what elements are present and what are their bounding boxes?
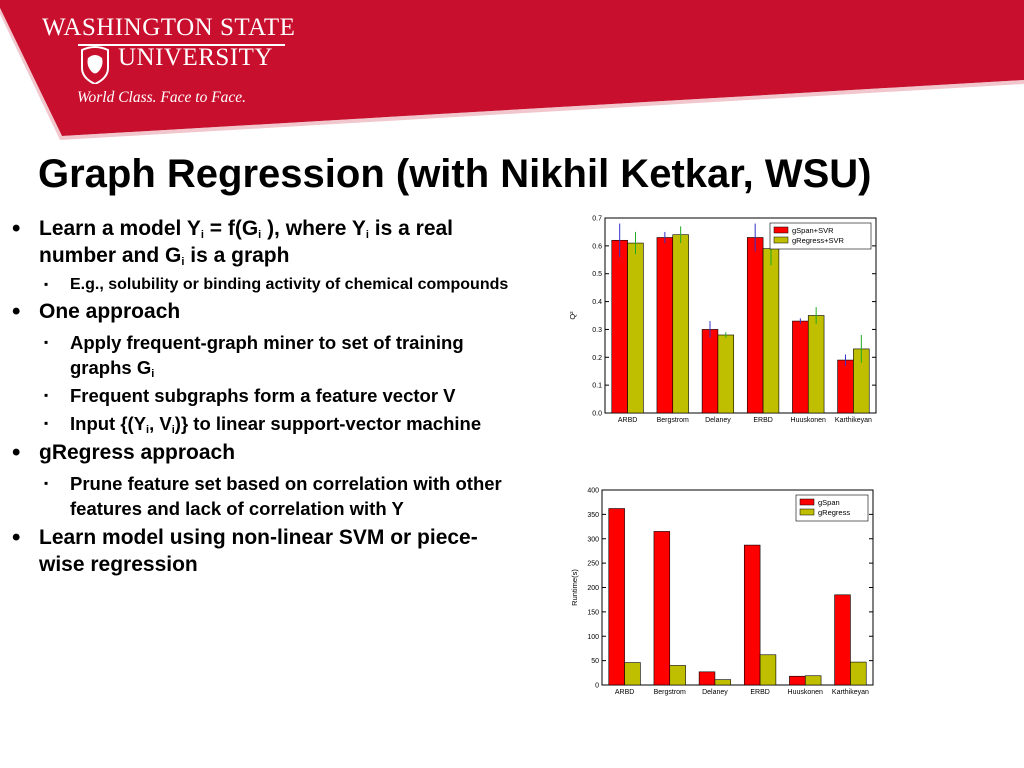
bar [717,334,735,414]
bar [804,675,822,686]
bar [608,508,625,686]
y-tick-label: 0.1 [592,383,602,390]
runtime-bar-chart: 0 50 100 150 200 250 300 350 400 Runtime(s) ARBD Be… [570,488,874,696]
y-tick-label: 50 [591,658,599,665]
subbullet-apply-miner: Apply frequent-graph miner to set of tra… [12,330,512,380]
y-tick-label: 100 [587,634,599,641]
bar [672,234,689,414]
bar [669,665,686,686]
y-tick-label: 0.2 [592,355,602,362]
subbullet-feature-vector: Frequent subgraphs form a feature vector… [12,383,512,408]
y-tick-label: 0.0 [592,411,602,418]
bar [792,320,809,414]
bar [611,239,628,414]
y-tick-label: 0.5 [592,271,602,278]
x-tick-label: ERBD [750,689,769,696]
q2-bar-chart: 0.0 0.1 0.2 0.3 0.4 0.5 0.6 0.7 Q² ARBD Bergstrom D… [568,216,877,424]
y-tick-label: 0.4 [592,299,602,306]
legend-label: gSpan [818,498,840,507]
y-axis-label: Q² [568,311,577,320]
x-tick-label: Karthikeyan [835,417,872,424]
x-tick-label: Bergstrom [654,689,686,696]
y-tick-label: 0 [595,683,599,690]
x-tick-label: Delaney [702,689,728,696]
y-tick-label: 0.7 [592,216,602,223]
legend-swatch [773,226,789,234]
bar [701,329,719,414]
y-tick-label: 150 [587,609,599,616]
header-banner: WASHINGTON STATE UNIVERSITY World Class.… [0,0,1024,140]
bullet-list: Learn a model Yi = f(Gi ), where Yi is a… [12,215,512,583]
subbullet-prune: Prune feature set based on correlation w… [12,471,512,521]
y-tick-label: 400 [587,488,599,495]
logo-university: UNIVERSITY [118,44,273,71]
bar [762,248,780,414]
logo-divider [78,44,285,46]
y-tick-label: 350 [587,512,599,519]
bullet-learn-model: Learn a model Yi = f(Gi ), where Yi is a… [12,215,512,269]
bar [698,671,716,686]
bar [834,594,851,686]
logo-wordmark: WASHINGTON STATE [42,14,296,41]
x-tick-label: Delaney [705,417,731,424]
x-tick-label: ARBD [618,417,637,424]
legend-swatch [773,236,789,244]
legend-swatch [799,498,815,506]
y-tick-label: 300 [587,536,599,543]
x-tick-label: Huuskonen [788,689,824,696]
legend-swatch [799,508,815,516]
bar [627,242,644,414]
legend-label: gSpan+SVR [792,226,834,235]
bullet-one-approach: One approach [12,298,512,325]
bar [653,531,671,686]
cougar-head-icon [81,46,109,84]
bar [743,544,761,686]
bar [807,315,825,414]
bar [837,359,854,414]
bar [789,675,806,686]
subbullet-example: E.g., solubility or binding activity of … [12,274,512,295]
bullet-nonlinear: Learn model using non-linear SVM or piec… [12,524,512,578]
y-axis-label: Runtime(s) [570,569,579,606]
subbullet-input-svm: Input {(Yi, Vi)} to linear support-vecto… [12,411,512,436]
legend-label: gRegress+SVR [792,236,844,245]
y-tick-label: 200 [587,585,599,592]
bar [850,661,867,686]
slide-title: Graph Regression (with Nikhil Ketkar, WS… [38,152,872,196]
x-tick-label: Bergstrom [657,417,689,424]
bullet-gregress: gRegress approach [12,439,512,466]
y-tick-label: 250 [587,561,599,568]
y-tick-label: 0.3 [592,327,602,334]
x-tick-label: Karthikeyan [832,689,869,696]
x-tick-label: ARBD [615,689,634,696]
y-tick-label: 0.6 [592,243,602,250]
bar [714,679,732,686]
bar [759,654,777,686]
bar [656,237,674,414]
plot-frame [604,217,877,414]
bar [746,237,764,414]
banner-shape [0,0,1024,140]
legend-label: gRegress [818,508,850,517]
x-tick-label: Huuskonen [791,417,827,424]
bar [624,662,641,686]
plot-frame [601,489,874,686]
logo-tagline: World Class. Face to Face. [77,89,247,106]
x-tick-label: ERBD [753,417,772,424]
